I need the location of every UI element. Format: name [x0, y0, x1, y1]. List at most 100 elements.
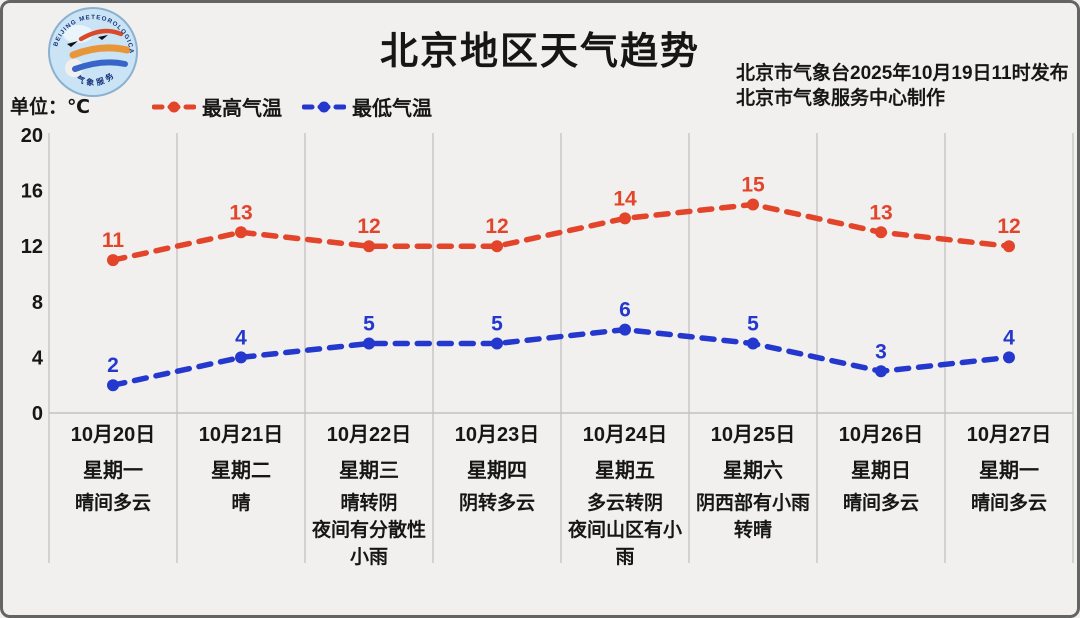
weather-label: 阴西部有小雨 转晴 — [689, 490, 817, 544]
data-point-marker — [107, 379, 119, 392]
date-label: 10月23日 — [454, 424, 540, 446]
date-label: 10月21日 — [198, 424, 284, 446]
weather-label-line: 转晴 — [733, 520, 772, 541]
issue-info: 北京市气象台2025年10月19日11时发布 北京市气象服务中心制作 — [736, 61, 1069, 111]
weekday-label: 星期一 — [979, 460, 1039, 482]
low-temp-series: 2 4 5 5 6 5 3 4 — [107, 299, 1015, 392]
y-tick-label: 12 — [21, 236, 43, 258]
legend-item-low-temp: 最低气温 — [302, 92, 432, 121]
weather-label: 晴 — [177, 490, 305, 517]
data-point-value: 3 — [875, 340, 887, 363]
day-column: 10月25日 星期六阴西部有小雨 转晴 — [689, 422, 817, 544]
weather-label: 晴间多云 — [49, 490, 177, 517]
producer-line: 北京市气象服务中心制作 — [736, 88, 946, 109]
data-point-marker — [235, 351, 247, 364]
weekday-label: 星期四 — [467, 460, 527, 482]
weather-label-line: 晴 — [231, 493, 251, 514]
weather-label-line: 晴间多云 — [970, 493, 1047, 514]
day-column: 10月20日 星期一晴间多云 — [49, 422, 177, 517]
data-point-marker — [491, 337, 503, 350]
weekday-label: 星期六 — [723, 460, 783, 482]
logo-blue-swoosh — [72, 59, 128, 72]
weekday-label: 星期日 — [851, 460, 911, 482]
day-column: 10月23日 星期四阴转多云 — [433, 422, 561, 517]
data-point-marker — [619, 323, 631, 336]
date-label: 10月27日 — [966, 424, 1052, 446]
day-column: 10月24日 星期五多云转阴夜间山区有小雨 — [561, 422, 689, 571]
page-title: 北京地区天气趋势 — [379, 31, 700, 73]
day-column: 10月22日 星期三晴转阴夜间有分散性 小雨 — [305, 422, 433, 571]
data-point-marker — [875, 226, 887, 239]
y-tick-label: 20 — [21, 125, 43, 147]
date-label: 10月25日 — [710, 424, 796, 446]
weather-label-line: 夜间有分散性 — [311, 520, 426, 541]
logo-orange-swoosh — [69, 44, 131, 59]
weather-label: 多云转阴夜间山区有小雨 — [561, 490, 689, 571]
logo-red-swoosh — [78, 28, 124, 42]
weather-label: 晴转阴夜间有分散性 小雨 — [305, 490, 433, 571]
y-tick-label: 8 — [32, 292, 43, 314]
data-point-value: 12 — [997, 215, 1020, 238]
date-label: 10月26日 — [838, 424, 924, 446]
data-point-value: 4 — [1003, 326, 1015, 349]
day-column: 10月21日 星期二晴 — [177, 422, 305, 517]
weekday-label: 星期一 — [83, 460, 143, 482]
weather-label: 阴转多云 — [433, 490, 561, 517]
legend-label-low-temp: 最低气温 — [352, 98, 432, 120]
data-point-value: 13 — [869, 201, 892, 224]
data-point-value: 4 — [235, 326, 247, 349]
grid-lines — [48, 133, 1074, 563]
unit-label: 单位：℃ — [10, 97, 91, 118]
weather-label-line: 阴转多云 — [458, 493, 535, 514]
data-point-value: 13 — [229, 201, 252, 224]
y-tick-label: 4 — [32, 347, 44, 369]
logo-bird-icon — [98, 35, 108, 40]
legend-item-high-temp: 最高气温 — [152, 92, 282, 121]
beijing-meteorological-service-logo: BEIJING METEOROLOGICAL SERVICE 气象服务 — [47, 6, 138, 97]
series-line — [110, 326, 1012, 388]
weekday-label: 星期二 — [211, 460, 271, 482]
y-axis-labels: 20 16 12 8 4 0 — [21, 125, 44, 425]
data-point-value: 11 — [102, 229, 125, 252]
weather-label-line: 雨 — [615, 547, 635, 568]
weather-label-line: 多云转阴 — [586, 493, 663, 514]
weather-label-line: 夜间山区有小 — [567, 520, 682, 541]
weather-label-line: 晴间多云 — [74, 493, 151, 514]
issue-time-line: 北京市气象台2025年10月19日11时发布 — [736, 63, 1069, 84]
y-tick-label: 16 — [21, 181, 43, 203]
weekday-label: 星期三 — [339, 460, 399, 482]
date-label: 10月20日 — [70, 424, 156, 446]
weather-label-line: 小雨 — [349, 547, 388, 568]
weather-label-line: 阴西部有小雨 — [695, 493, 810, 514]
data-point-marker — [363, 240, 375, 253]
data-point-marker — [363, 337, 375, 350]
day-column: 10月27日 星期一晴间多云 — [945, 422, 1073, 517]
data-point-value: 2 — [107, 354, 119, 377]
data-point-marker — [875, 365, 887, 378]
low-temp-line-marker — [302, 101, 346, 112]
data-point-value: 15 — [741, 174, 765, 197]
high-temp-series: 11 13 12 12 14 15 13 12 — [102, 174, 1021, 267]
data-point-marker — [235, 226, 247, 239]
day-column: 10月26日 星期日晴间多云 — [817, 422, 945, 517]
high-temp-line-marker — [152, 101, 196, 112]
data-point-marker — [491, 240, 503, 253]
data-point-value: 5 — [491, 313, 503, 336]
date-label: 10月24日 — [582, 424, 668, 446]
data-point-value: 5 — [363, 313, 375, 336]
weekday-label: 星期五 — [595, 460, 655, 482]
date-label: 10月22日 — [326, 424, 412, 446]
data-point-value: 12 — [485, 215, 508, 238]
weather-label-line: 晴转阴 — [340, 493, 398, 514]
data-point-value: 14 — [613, 187, 637, 210]
weather-label: 晴间多云 — [817, 490, 945, 517]
legend-label-high-temp: 最高气温 — [202, 98, 282, 120]
y-tick-label: 0 — [32, 403, 43, 425]
weather-label: 晴间多云 — [945, 490, 1073, 517]
data-point-marker — [1003, 240, 1015, 253]
data-point-marker — [107, 254, 119, 267]
data-point-value: 6 — [619, 299, 631, 322]
data-point-marker — [747, 198, 759, 211]
